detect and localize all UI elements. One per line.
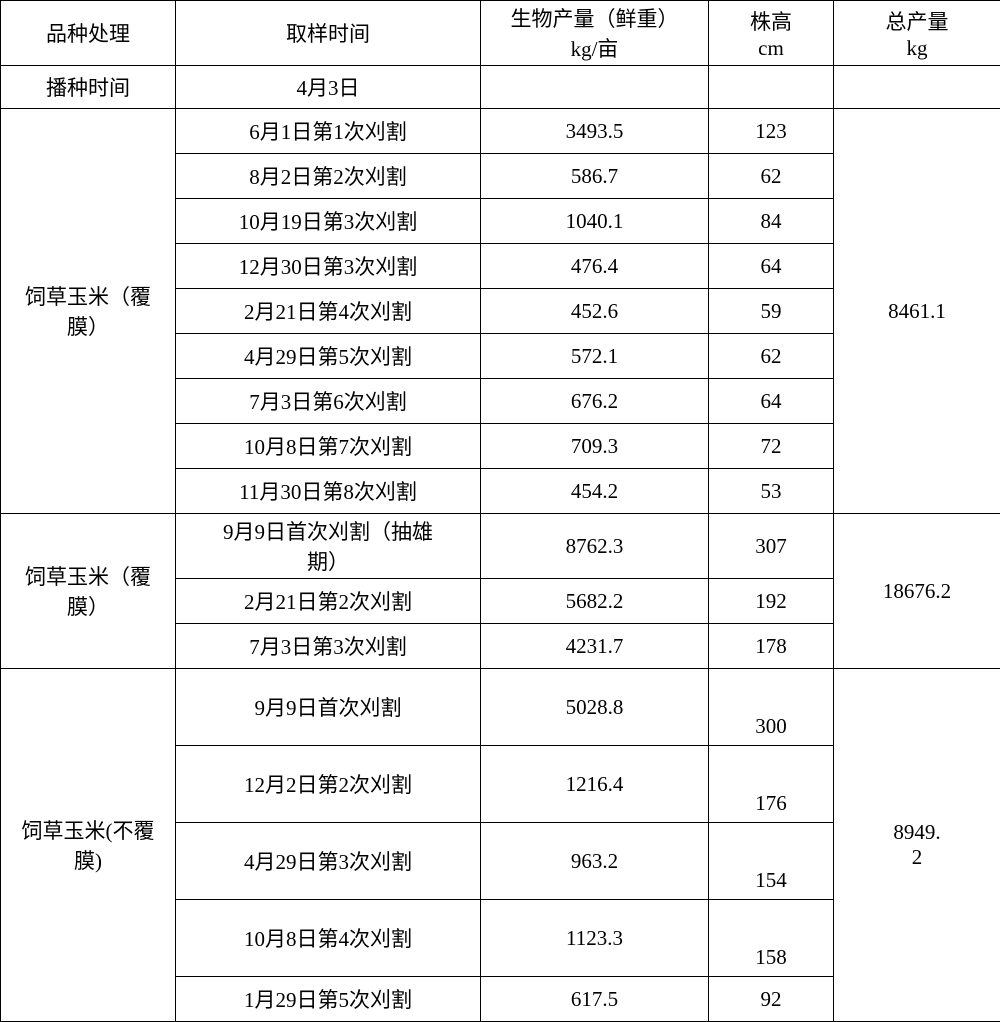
group3-total-line1: 8949. [893, 820, 940, 844]
table-row: 饲草玉米（覆 膜） 6月1日第1次刈割 3493.5 123 8461.1 [1, 109, 1000, 154]
sowing-row: 播种时间 4月3日 [1, 66, 1000, 109]
header-total-line2: kg [907, 36, 928, 60]
sowing-height-empty [709, 66, 834, 109]
cell-height: 123 [709, 109, 834, 154]
cell-time: 6月1日第1次刈割 [176, 109, 481, 154]
cell-height: 154 [709, 823, 834, 900]
sowing-date: 4月3日 [176, 66, 481, 109]
cell-yield: 676.2 [481, 379, 709, 424]
header-total-line1: 总产量 [886, 10, 949, 34]
cell-time: 8月2日第2次刈割 [176, 154, 481, 199]
group2-label-line1: 饲草玉米（覆 [25, 565, 151, 589]
cell-time: 12月30日第3次刈割 [176, 244, 481, 289]
cell-yield: 1216.4 [481, 746, 709, 823]
cell-height: 64 [709, 244, 834, 289]
cell-height: 158 [709, 900, 834, 977]
cell-time-line1: 9月9日首次刈割（抽雄 [223, 520, 433, 544]
cell-time-line2: 期） [307, 550, 349, 574]
cell-time: 9月9日首次刈割（抽雄 期） [176, 514, 481, 579]
header-height-line2: cm [758, 36, 784, 60]
table-row: 饲草玉米(不覆 膜) 9月9日首次刈割 5028.8 300 8949. 2 [1, 669, 1000, 746]
group1-label: 饲草玉米（覆 膜） [1, 109, 176, 514]
cell-yield: 4231.7 [481, 624, 709, 669]
cell-time: 10月8日第7次刈割 [176, 424, 481, 469]
cell-yield: 963.2 [481, 823, 709, 900]
cell-height: 64 [709, 379, 834, 424]
cell-time: 4月29日第3次刈割 [176, 823, 481, 900]
sowing-yield-empty [481, 66, 709, 109]
cell-height: 176 [709, 746, 834, 823]
cell-time: 4月29日第5次刈割 [176, 334, 481, 379]
group3-label: 饲草玉米(不覆 膜) [1, 669, 176, 1022]
group3-label-line1: 饲草玉米(不覆 [22, 819, 155, 843]
cell-yield: 1040.1 [481, 199, 709, 244]
group3-total-line2: 2 [912, 845, 923, 869]
cell-time: 11月30日第8次刈割 [176, 469, 481, 514]
cell-time: 1月29日第5次刈割 [176, 977, 481, 1022]
group2-total: 18676.2 [834, 514, 1000, 669]
cell-height: 307 [709, 514, 834, 579]
cell-time: 2月21日第2次刈割 [176, 579, 481, 624]
cell-time: 7月3日第3次刈割 [176, 624, 481, 669]
header-variety: 品种处理 [1, 1, 176, 66]
header-yield-line2: kg/亩 [571, 37, 619, 61]
header-plant-height: 株高 cm [709, 1, 834, 66]
cell-time: 12月2日第2次刈割 [176, 746, 481, 823]
cell-yield: 572.1 [481, 334, 709, 379]
data-table-container: 品种处理 取样时间 生物产量（鲜重） kg/亩 株高 cm 总产量 kg 播种时… [0, 0, 1000, 878]
cell-yield: 454.2 [481, 469, 709, 514]
group1-label-line2: 膜） [67, 315, 109, 339]
cell-height: 178 [709, 624, 834, 669]
cell-time: 10月8日第4次刈割 [176, 900, 481, 977]
cell-height: 53 [709, 469, 834, 514]
cell-time: 7月3日第6次刈割 [176, 379, 481, 424]
cell-time: 2月21日第4次刈割 [176, 289, 481, 334]
cell-height: 84 [709, 199, 834, 244]
group1-total: 8461.1 [834, 109, 1000, 514]
cell-yield: 476.4 [481, 244, 709, 289]
header-yield: 生物产量（鲜重） kg/亩 [481, 1, 709, 66]
header-height-line1: 株高 [750, 10, 792, 34]
cell-height: 59 [709, 289, 834, 334]
group1-label-line1: 饲草玉米（覆 [25, 285, 151, 309]
group3-total: 8949. 2 [834, 669, 1000, 1022]
forage-corn-table: 品种处理 取样时间 生物产量（鲜重） kg/亩 株高 cm 总产量 kg 播种时… [0, 0, 1000, 1022]
cell-yield: 8762.3 [481, 514, 709, 579]
header-yield-line1: 生物产量（鲜重） [511, 7, 679, 31]
cell-height: 92 [709, 977, 834, 1022]
header-sampling-time: 取样时间 [176, 1, 481, 66]
cell-yield: 5028.8 [481, 669, 709, 746]
group2-label-line2: 膜） [67, 595, 109, 619]
cell-yield: 586.7 [481, 154, 709, 199]
cell-height: 300 [709, 669, 834, 746]
cell-yield: 452.6 [481, 289, 709, 334]
cell-yield: 709.3 [481, 424, 709, 469]
cell-yield: 3493.5 [481, 109, 709, 154]
cell-yield: 1123.3 [481, 900, 709, 977]
cell-height: 72 [709, 424, 834, 469]
cell-height: 62 [709, 154, 834, 199]
table-row: 饲草玉米（覆 膜） 9月9日首次刈割（抽雄 期） 8762.3 307 1867… [1, 514, 1000, 579]
cell-height: 62 [709, 334, 834, 379]
header-total-yield: 总产量 kg [834, 1, 1000, 66]
cell-time: 9月9日首次刈割 [176, 669, 481, 746]
cell-time: 10月19日第3次刈割 [176, 199, 481, 244]
group2-label: 饲草玉米（覆 膜） [1, 514, 176, 669]
cell-yield: 617.5 [481, 977, 709, 1022]
cell-height: 192 [709, 579, 834, 624]
cell-yield: 5682.2 [481, 579, 709, 624]
sowing-total-empty [834, 66, 1000, 109]
sowing-label: 播种时间 [1, 66, 176, 109]
table-header-row: 品种处理 取样时间 生物产量（鲜重） kg/亩 株高 cm 总产量 kg [1, 1, 1000, 66]
group3-label-line2: 膜) [74, 849, 102, 873]
